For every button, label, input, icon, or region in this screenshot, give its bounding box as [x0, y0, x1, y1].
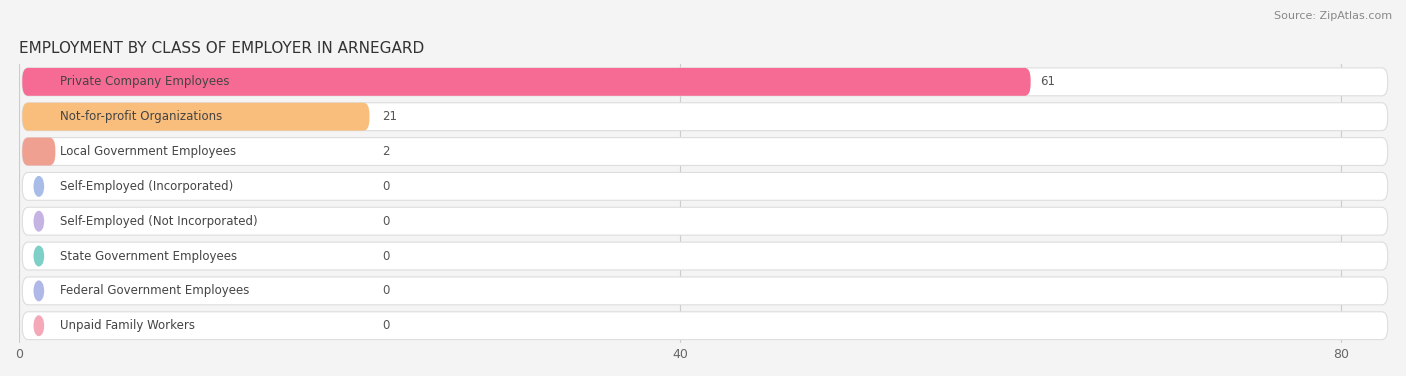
- Circle shape: [34, 177, 44, 196]
- Text: Self-Employed (Incorporated): Self-Employed (Incorporated): [60, 180, 233, 193]
- Text: Source: ZipAtlas.com: Source: ZipAtlas.com: [1274, 11, 1392, 21]
- Text: EMPLOYMENT BY CLASS OF EMPLOYER IN ARNEGARD: EMPLOYMENT BY CLASS OF EMPLOYER IN ARNEG…: [20, 41, 425, 56]
- Circle shape: [34, 142, 44, 161]
- FancyBboxPatch shape: [22, 103, 1388, 130]
- Text: 0: 0: [382, 250, 389, 262]
- Text: 21: 21: [382, 110, 396, 123]
- Text: Self-Employed (Not Incorporated): Self-Employed (Not Incorporated): [60, 215, 257, 228]
- Text: Not-for-profit Organizations: Not-for-profit Organizations: [60, 110, 222, 123]
- FancyBboxPatch shape: [22, 277, 1388, 305]
- Text: Local Government Employees: Local Government Employees: [60, 145, 236, 158]
- FancyBboxPatch shape: [22, 103, 370, 130]
- Text: 0: 0: [382, 319, 389, 332]
- Circle shape: [34, 211, 44, 231]
- Text: 2: 2: [382, 145, 389, 158]
- Text: 0: 0: [382, 284, 389, 297]
- FancyBboxPatch shape: [22, 68, 1388, 96]
- FancyBboxPatch shape: [22, 312, 1388, 340]
- FancyBboxPatch shape: [22, 68, 1031, 96]
- FancyBboxPatch shape: [22, 138, 55, 165]
- Text: 61: 61: [1040, 75, 1056, 88]
- Circle shape: [34, 72, 44, 92]
- Circle shape: [34, 281, 44, 301]
- FancyBboxPatch shape: [22, 173, 1388, 200]
- FancyBboxPatch shape: [22, 207, 1388, 235]
- Circle shape: [34, 316, 44, 335]
- FancyBboxPatch shape: [22, 242, 1388, 270]
- Text: 0: 0: [382, 180, 389, 193]
- Text: State Government Employees: State Government Employees: [60, 250, 238, 262]
- Text: 0: 0: [382, 215, 389, 228]
- Circle shape: [34, 246, 44, 266]
- FancyBboxPatch shape: [22, 138, 1388, 165]
- Text: Unpaid Family Workers: Unpaid Family Workers: [60, 319, 195, 332]
- Text: Federal Government Employees: Federal Government Employees: [60, 284, 250, 297]
- Text: Private Company Employees: Private Company Employees: [60, 75, 229, 88]
- Circle shape: [34, 107, 44, 126]
